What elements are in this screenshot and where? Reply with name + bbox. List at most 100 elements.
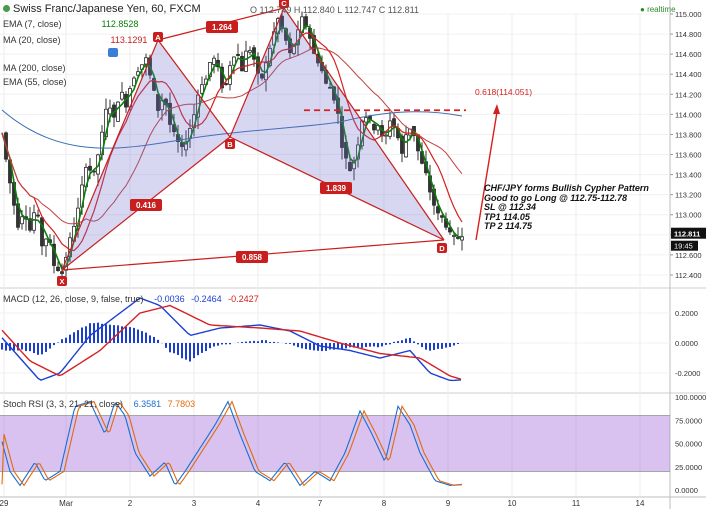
pattern-leg: [61, 39, 159, 271]
point-label-bg: [437, 243, 447, 253]
candle-body: [116, 101, 120, 122]
candle-body: [44, 238, 48, 247]
candle-body: [32, 212, 36, 231]
legend-ma20[interactable]: MA (20, close) 113.1291: [3, 35, 147, 45]
stoch-value: 7.7803: [167, 399, 196, 409]
ratio-label: 0.416: [136, 201, 157, 210]
point-label-bg: [153, 32, 163, 42]
settings-icon[interactable]: [108, 48, 118, 57]
ratio-label-bg: [320, 182, 352, 194]
legend-ma200[interactable]: MA (200, close): [3, 63, 66, 73]
candle-body: [328, 86, 332, 89]
price-tick-label: 115.000: [675, 10, 702, 19]
annotation-line: Good to go Long @ 112.75-112.78: [484, 192, 627, 203]
realtime-indicator: ● realtime: [640, 5, 676, 14]
fib-target-label: 0.618(114.051): [475, 87, 532, 97]
time-tick-label: 2: [128, 499, 133, 508]
ratio-label: 0.858: [242, 253, 263, 262]
legend-ma20-label: MA (20, close): [3, 35, 61, 45]
ratio-label-bg: [236, 251, 268, 263]
pattern-leg: [283, 7, 445, 241]
annotation-line: SL @ 112.34: [484, 202, 536, 212]
legend-ema7[interactable]: EMA (7, close) 112.8528: [3, 19, 138, 29]
macd-tick-label: 0.2000: [675, 309, 698, 318]
candle-body: [56, 266, 60, 272]
macd-signal-line: [1, 304, 462, 380]
price-tick-label: 113.000: [675, 211, 702, 220]
candle-body: [260, 73, 264, 79]
candle-body: [372, 124, 376, 131]
pattern-bcd-fill: [230, 8, 444, 240]
time-tick-label: 14: [636, 499, 645, 508]
candle-body: [436, 206, 440, 214]
price-tick-label: 114.600: [675, 50, 702, 59]
candle-body: [400, 135, 404, 154]
candle-body: [200, 84, 204, 94]
trade-annotation: CHF/JPY forms Bullish Cypher Pattern Goo…: [484, 183, 649, 232]
candle-body: [288, 38, 292, 54]
candle-body: [36, 214, 40, 217]
price-tick-label: 112.600: [675, 251, 702, 260]
pattern-xab-fill: [62, 40, 230, 270]
candle-body: [224, 83, 228, 85]
macd-tick-label: -0.2000: [675, 369, 700, 378]
time-tick-label: 9: [446, 499, 451, 508]
candle-body: [352, 159, 356, 170]
candle-body: [364, 117, 368, 123]
point-label-bg: [279, 0, 289, 8]
price-tick-label: 113.600: [675, 151, 702, 160]
last-price-value: 112.811: [674, 230, 700, 239]
macd-legend[interactable]: MACD (12, 26, close, 9, false, true) -0.…: [3, 294, 259, 304]
point-label-bg: [225, 139, 235, 149]
macd-value: -0.0036: [154, 294, 185, 304]
candle-body: [88, 165, 92, 171]
ratio-label-bg: [130, 199, 162, 211]
price-tick-label: 113.200: [675, 191, 702, 200]
candle-body: [120, 91, 124, 100]
legend-ema7-value: 112.8528: [101, 19, 139, 29]
point-label-b: B: [227, 140, 233, 149]
annotation-line: TP 2 114.75: [484, 221, 533, 231]
candle-body: [20, 216, 24, 225]
ratio-label: 1.839: [326, 184, 347, 193]
pattern-leg: [157, 39, 231, 138]
candle-body: [156, 94, 160, 111]
stoch-tick-label: 25.0000: [675, 463, 702, 472]
macd-line: [1, 297, 462, 382]
legend-ema55[interactable]: EMA (55, close): [3, 77, 67, 87]
candle-body: [60, 271, 64, 274]
candle-body: [28, 218, 32, 231]
stoch-tick-label: 0.0000: [675, 486, 698, 495]
time-tick-label: 11: [572, 499, 581, 508]
candle-body: [212, 57, 216, 65]
candle-body: [240, 55, 244, 72]
stoch-label: Stoch RSI (3, 3, 21, 21, close): [3, 399, 124, 409]
chart-title-text: Swiss Franc/Japanese Yen, 60, FXCM: [13, 3, 201, 15]
price-tick-label: 114.200: [675, 90, 702, 99]
point-label-a: A: [155, 33, 161, 42]
price-tick-label: 113.400: [675, 171, 702, 180]
candle-body: [40, 217, 44, 247]
stoch-tick-label: 100.0000: [675, 393, 706, 402]
chart-title: Swiss Franc/Japanese Yen, 60, FXCM: [3, 3, 201, 15]
candle-body: [132, 77, 136, 87]
candle-body: [244, 50, 248, 72]
time-tick-label: 4: [256, 499, 261, 508]
macd-value: -0.2464: [191, 294, 222, 304]
ohlc-readout: O 112.749 H 112.840 L 112.747 C 112.811: [250, 5, 419, 15]
stoch-d-line: [1, 400, 463, 487]
point-label-x: X: [59, 277, 64, 286]
candle-body: [248, 50, 252, 53]
stoch-tick-label: 50.0000: [675, 440, 702, 449]
stoch-legend[interactable]: Stoch RSI (3, 3, 21, 21, close) 6.3581 7…: [3, 399, 195, 409]
annotation-line: TP1 114.05: [484, 211, 530, 222]
countdown-tag: [671, 240, 698, 251]
projection-arrow: [475, 111, 498, 241]
price-tick-label: 112.400: [675, 271, 702, 280]
point-label-c: C: [281, 0, 287, 8]
candle-body: [452, 235, 456, 237]
candle-body: [384, 134, 388, 137]
price-tick-label: 114.000: [675, 110, 702, 119]
